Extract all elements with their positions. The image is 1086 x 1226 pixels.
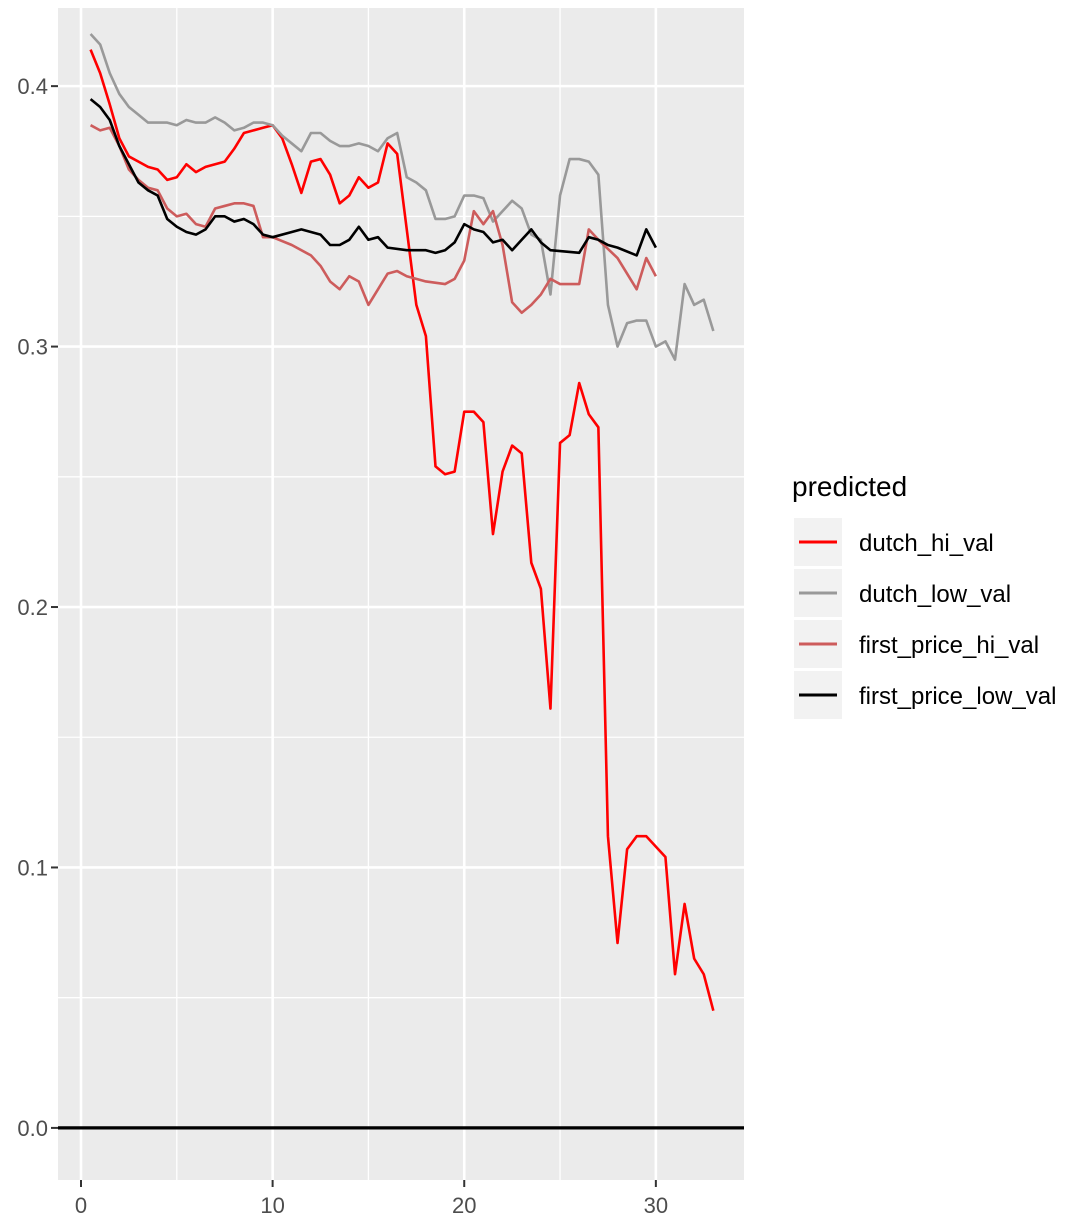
- y-axis: 0.0 0.1 0.2 0.3 0.4: [17, 74, 58, 1141]
- legend-label: first_price_low_val: [859, 683, 1056, 710]
- legend-item-dutch-hi-val: dutch_hi_val: [794, 518, 994, 566]
- legend-items: dutch_hi_val dutch_low_val first_price_hi_…: [794, 518, 1056, 719]
- series-line-first-price-hi-val: [89, 124, 658, 315]
- y-tick-label: 0.4: [17, 74, 48, 99]
- y-tick-label: 0.3: [17, 335, 48, 360]
- legend-item-first-price-low-val: first_price_low_val: [794, 671, 1056, 719]
- legend-label: dutch_hi_val: [859, 530, 994, 557]
- plot-panel: [58, 8, 744, 1180]
- series-lines: [89, 33, 715, 1012]
- y-tick-label: 0.2: [17, 595, 48, 620]
- legend: predicted dutch_hi_val dutch_low_valfirst…: [792, 471, 1056, 719]
- series-line-dutch-low-val: [89, 33, 715, 361]
- x-tick-label: 0: [75, 1193, 87, 1218]
- legend-item-first-price-hi-val: first_price_hi_val: [794, 620, 1039, 668]
- series-line-dutch-hi-val: [89, 49, 715, 1012]
- x-tick-label: 30: [644, 1193, 668, 1218]
- x-tick-label: 20: [452, 1193, 476, 1218]
- series-line-first-price-low-val: [89, 98, 658, 257]
- x-axis: 0 10 20 30: [75, 1180, 668, 1218]
- minor-gridlines: [58, 8, 744, 1180]
- legend-label: dutch_low_val: [859, 581, 1011, 608]
- legend-label: first_price_hi_val: [859, 632, 1039, 659]
- y-tick-label: 0.0: [17, 1116, 48, 1141]
- x-tick-label: 10: [260, 1193, 284, 1218]
- legend-title: predicted: [792, 471, 907, 502]
- y-tick-label: 0.1: [17, 855, 48, 880]
- legend-item-dutch-low-val: dutch_low_val: [794, 569, 1011, 617]
